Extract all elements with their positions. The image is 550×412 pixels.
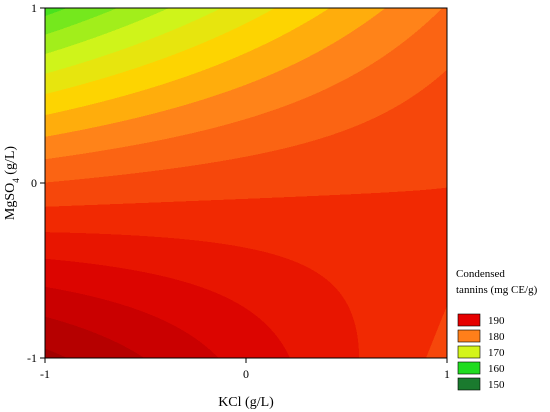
legend-swatch — [457, 361, 481, 375]
legend-label: 190 — [488, 315, 505, 327]
x-tick-label: 0 — [243, 367, 249, 381]
legend-swatch — [457, 377, 481, 391]
y-axis-title-subscript: 4 — [11, 178, 21, 183]
contour-fill — [45, 8, 447, 358]
legend-label: 160 — [488, 363, 505, 375]
legend: Condensed tannins (mg CE/g) 190 180 170 160… — [456, 268, 538, 391]
legend-swatch — [457, 313, 481, 327]
legend-label: 180 — [488, 331, 505, 343]
y-axis: -1 0 1 — [27, 1, 45, 365]
legend-entries: 190 180 170 160 150 — [457, 313, 505, 391]
x-tick-label: 1 — [444, 367, 450, 381]
y-axis-title: MgSO4 (g/L) — [3, 146, 21, 220]
legend-label: 170 — [488, 347, 505, 359]
legend-title-line-2: tannins (mg CE/g) — [456, 284, 538, 296]
y-axis-title-base: MgSO — [3, 183, 18, 220]
y-tick-label: 1 — [31, 1, 37, 15]
contour-bands — [45, 8, 447, 358]
y-tick-label: 0 — [31, 176, 37, 190]
legend-swatch — [457, 329, 481, 343]
x-axis: -1 0 1 — [40, 358, 450, 381]
y-axis-title-unit: (g/L) — [3, 146, 18, 179]
y-tick-label: -1 — [27, 351, 37, 365]
legend-title-line-1: Condensed — [456, 268, 505, 280]
legend-label: 150 — [488, 379, 505, 391]
x-axis-title: KCl (g/L) — [218, 395, 274, 410]
x-tick-label: -1 — [40, 367, 50, 381]
legend-swatch — [457, 345, 481, 359]
